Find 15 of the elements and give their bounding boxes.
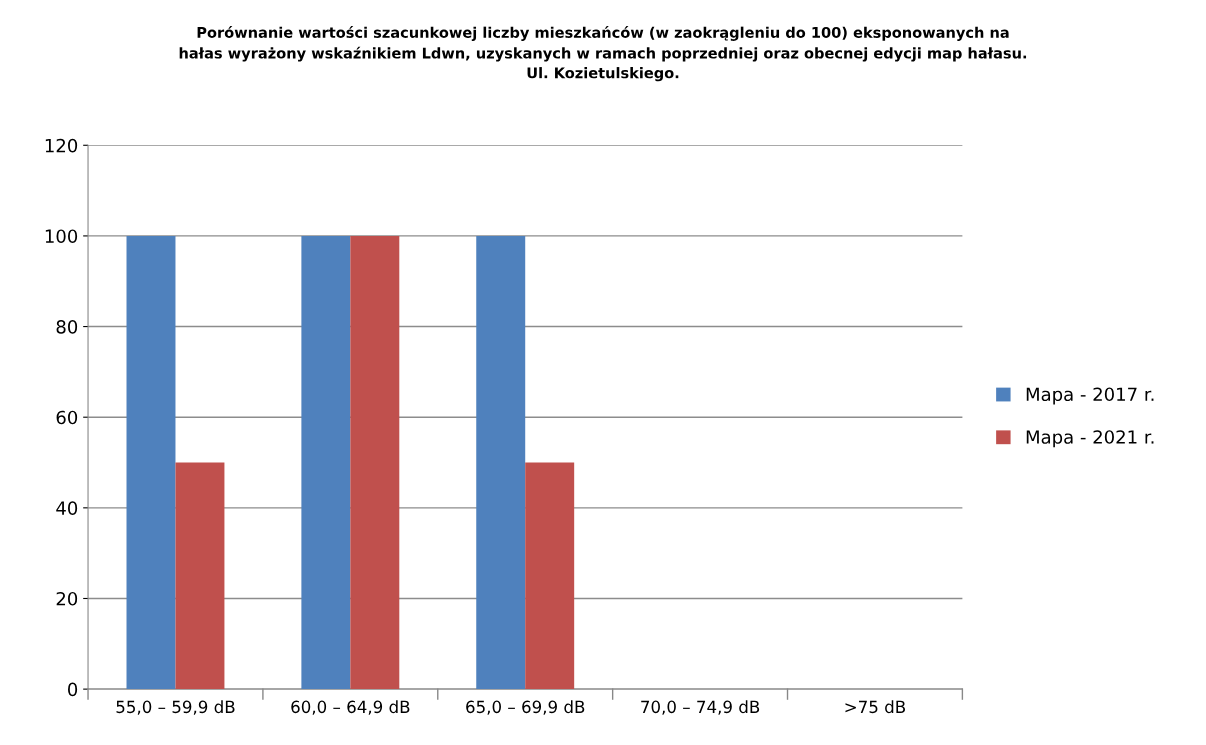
chart-title: Porównanie wartości szacunkowej liczby mieszkańców (w zaokrągleniu do 100) eksponowanych na hałas wyrażony wskaźnikiem Ldwn, uzyskanych w ramach poprzedniej oraz obecnej edycji map hałasu. Ul. Kozietulskiego. — [179, 26, 1027, 82]
y-tick-label: 40 — [56, 501, 78, 515]
x-tick-label: >75 dB — [845, 700, 906, 714]
x-tick-label: 55,0 – 59,9 dB — [116, 700, 235, 715]
x-tick-label: 70,0 – 74,9 dB — [641, 700, 760, 715]
y-tick-label: 120 — [45, 138, 78, 153]
y-tick-label: 80 — [56, 320, 78, 334]
y-tick-label: 100 — [45, 229, 78, 244]
x-tick-label: 65,0 – 69,9 dB — [466, 700, 585, 715]
x-tick-label: 60,0 – 64,9 dB — [291, 700, 410, 715]
legend-label: Mapa - 2017 r. — [1026, 387, 1154, 405]
y-tick-label: 60 — [56, 410, 78, 425]
legend-label: Mapa - 2021 r. — [1026, 430, 1154, 448]
y-tick-label: 20 — [56, 591, 78, 606]
y-tick-label: 0 — [68, 682, 78, 697]
